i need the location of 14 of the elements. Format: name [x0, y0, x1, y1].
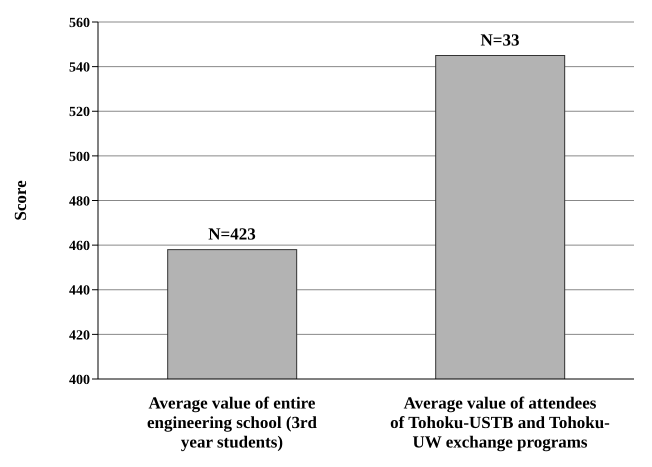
y-tick-label: 520: [69, 105, 90, 120]
y-tick-label: 560: [69, 16, 90, 31]
annotation: N=33: [480, 30, 520, 50]
y-tick-label: 420: [69, 328, 90, 344]
y-axis-title: Score: [11, 180, 30, 221]
annotation: N=423: [208, 224, 256, 244]
y-tick-label: 480: [69, 194, 90, 210]
y-tick-label: 440: [69, 284, 90, 299]
y-tick-label: 500: [69, 150, 90, 165]
y-tick-label: 540: [69, 60, 90, 76]
y-tick-label: 400: [69, 372, 90, 388]
x-tick-label: Average value of attendees of Tohoku-USTB and Tohoku-UW exchange programs: [390, 394, 610, 452]
x-tick-label: Average value of entire engineering school (3rd year students): [147, 394, 318, 452]
y-tick-label: 460: [69, 239, 90, 254]
